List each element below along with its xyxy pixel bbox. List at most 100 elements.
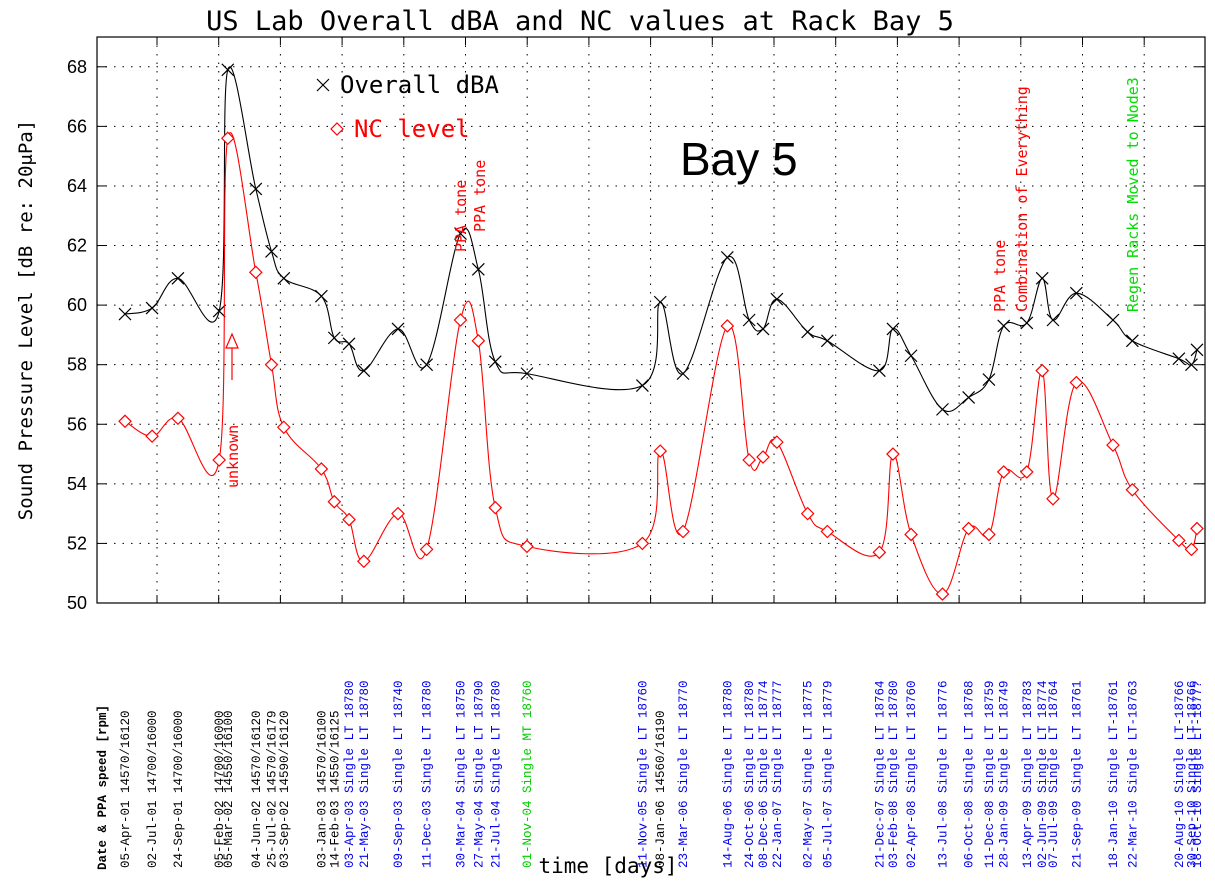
y-tick-label: 62 [67, 236, 87, 256]
x-tick-label: 30-Mar-04 Single LT 18750 [454, 680, 468, 868]
x-note: Single LT 18779 [821, 680, 835, 793]
x-tick-label: 21-Jul-04 Single LT 18780 [489, 680, 503, 868]
x-note: Single MT 18760 [521, 680, 535, 793]
x-note: Single LT-18761 [1107, 680, 1121, 793]
x-note: Single LT 18761 [1070, 680, 1084, 793]
x-tick-label: 11-Nov-05 Single LT 18760 [636, 680, 650, 868]
x-tick-label: 03-Apr-03 Single LT 18780 [343, 680, 357, 868]
marker [720, 319, 735, 333]
x-date: 03-Sep-02 [278, 800, 292, 868]
marker [1125, 334, 1139, 348]
marker [1184, 542, 1199, 557]
marker [872, 364, 886, 378]
x-tick-label: 27-May-04 Single LT 18790 [472, 680, 486, 868]
marker [212, 453, 227, 467]
x-date: 23-Mar-06 [677, 800, 691, 868]
marker [277, 271, 291, 285]
x-date: 08-Jan-06 [654, 800, 668, 868]
x-note: Single LT 18764 [1047, 680, 1061, 793]
series-line [124, 66, 1198, 412]
x-date: 05-Jul-07 [821, 800, 835, 868]
x-tick-label: 22-Mar-10 Single LT-18763 [1126, 680, 1140, 868]
x-date: 02-May-07 [802, 800, 816, 868]
y-tick-label: 58 [67, 355, 87, 375]
x-date: 24-Sep-01 [172, 800, 186, 868]
x-tick-label: 13-Apr-09 Single LT 18783 [1021, 680, 1035, 868]
x-note: Single LT 18760 [636, 680, 650, 793]
x-note: 14570/16120 [250, 710, 264, 793]
marker [1069, 375, 1084, 390]
x-date: 18-Jan-10 [1107, 800, 1121, 868]
x-note: Single LT 18768 [963, 680, 977, 793]
marker [756, 450, 770, 464]
x-tick-label: 09-Sep-03 Single LT 18740 [392, 680, 406, 868]
x-tick-label: 21-Dec-07 Single LT 18764 [873, 680, 887, 868]
x-date: 27-May-04 [472, 800, 486, 868]
x-tick-label: 18-Oct-10 Single LT-1877? [1191, 680, 1205, 868]
marker [1106, 438, 1120, 452]
marker [1020, 316, 1034, 330]
marker [653, 444, 668, 458]
marker [276, 420, 291, 435]
x-date: 20-Aug-10 [1173, 800, 1187, 868]
legend-label: Overall dBA [340, 71, 499, 99]
y-tick-label: 52 [67, 533, 87, 553]
x-note: Single LT 18776 [936, 680, 950, 793]
marker [904, 527, 918, 542]
plot-frame [96, 36, 1206, 604]
marker [770, 292, 784, 306]
x-date: 22-Mar-10 [1126, 800, 1140, 868]
marker [820, 334, 834, 348]
marker [1190, 521, 1204, 536]
x-note: Single LT 18740 [392, 680, 406, 793]
x-tick-label: 11-Dec-03 Single LT 18780 [421, 680, 435, 868]
x-tick-label: 21-May-03 Single LT 18780 [358, 680, 372, 868]
x-note: Single LT 18780 [358, 680, 372, 793]
marker [770, 435, 784, 449]
x-date: 14-Feb-03 [328, 800, 342, 868]
marker [454, 227, 467, 241]
annotation-arrow [225, 332, 239, 380]
x-tick-label: 05-Feb-02 14700/16000 [213, 710, 227, 868]
marker [1172, 352, 1186, 366]
x-date: 28-Jan-09 [998, 800, 1012, 868]
x-note: 14700/16000 [146, 710, 160, 793]
x-date: 02-Jul-01 [146, 800, 160, 868]
y-tick-label: 60 [67, 295, 87, 315]
marker [935, 587, 950, 601]
marker [171, 411, 185, 426]
x-note: Single LT-18766 [1173, 680, 1187, 793]
x-note: 14550/16100 [222, 710, 236, 793]
x-date: 30-Mar-04 [454, 800, 468, 868]
marker [982, 527, 996, 542]
x-tick-label: 05-Mar-02 14550/16100 [222, 710, 236, 868]
marker [676, 367, 690, 381]
marker [1171, 533, 1186, 548]
x-tick-label: 02-Jul-01 14700/16000 [146, 710, 160, 868]
x-tick-label: 28-Jan-09 Single LT 18749 [998, 680, 1012, 868]
marker [1019, 465, 1034, 479]
marker [488, 355, 502, 369]
x-date: 03-Feb-08 [887, 800, 901, 868]
marker [327, 331, 341, 345]
y-tick-label: 66 [67, 116, 87, 136]
y-tick-label: 50 [67, 593, 87, 613]
marker [676, 524, 690, 539]
x-date: 04-Jun-02 [250, 800, 264, 868]
x-date: 21-Sep-09 [1070, 800, 1084, 868]
x-header: Date & PPA speed [rpm] [96, 705, 110, 870]
marker [471, 334, 486, 348]
x-date: 22-Jan-07 [771, 800, 785, 868]
marker [872, 545, 887, 560]
marker [488, 500, 503, 515]
x-tick-label: 02-Apr-08 Single LT 18760 [905, 680, 919, 868]
box-label: Bay 5 [680, 133, 798, 185]
x-tick-label: 08-Dec-06 Single LT 18774 [757, 680, 771, 868]
x-note: Single LT 18750 [454, 680, 468, 793]
x-tick-label: 30-Sep-10 Single LT-18766 [1185, 680, 1199, 868]
x-axis-label: time [days] [538, 854, 677, 878]
marker [997, 319, 1011, 333]
marker [520, 367, 534, 381]
x-note: Single LT 18775 [802, 680, 816, 793]
y-axis-label: Sound Pressure Level [dB re: 20μPa] [15, 120, 37, 520]
